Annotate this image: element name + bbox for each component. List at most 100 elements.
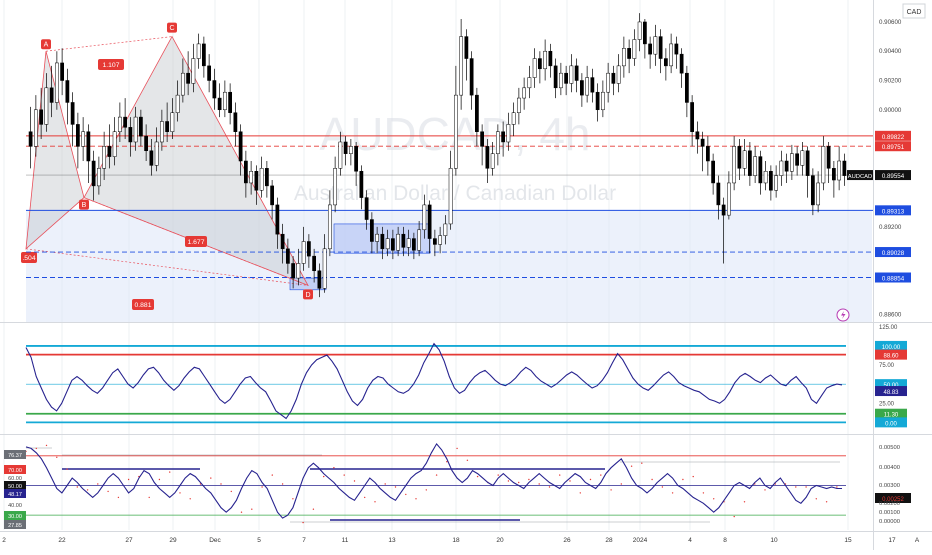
price-level-tag xyxy=(875,205,911,216)
candle-body xyxy=(469,58,474,96)
osc1-level-value: 88.60 xyxy=(883,354,899,360)
osc2-macd-value: 0.00252 xyxy=(882,497,904,503)
pattern-point-badge xyxy=(303,289,313,300)
price-tick-label: 0.90200 xyxy=(879,78,902,85)
price-level-tag xyxy=(875,272,911,283)
currency-label[interactable]: CAD xyxy=(907,9,922,16)
candle-body xyxy=(39,109,44,125)
candle-body xyxy=(663,58,668,67)
osc2-left-value: 70.00 xyxy=(8,468,22,474)
candle-body xyxy=(805,150,810,176)
candle-body xyxy=(658,36,663,59)
candle-body xyxy=(522,87,527,99)
candle-body xyxy=(375,233,380,242)
osc2-signal-dot xyxy=(158,478,161,481)
currency-label-box[interactable] xyxy=(902,3,926,19)
osc2-signal-dot xyxy=(210,477,212,479)
candle-body xyxy=(186,72,191,84)
osc2-tick-label: 0.00200 xyxy=(879,501,900,507)
candle-body xyxy=(306,241,311,257)
candle-body xyxy=(842,160,847,176)
osc2-signal-dot xyxy=(343,474,345,476)
osc1-tick-label: 25.00 xyxy=(879,401,895,407)
osc2-left-tag xyxy=(4,465,26,474)
osc2-left-value: 60.00 xyxy=(8,476,22,482)
candle-body xyxy=(65,80,70,103)
osc2-signal-dot xyxy=(671,492,674,494)
candle-body xyxy=(196,43,201,59)
candle-body xyxy=(558,72,563,89)
candle-body xyxy=(648,43,653,55)
osc2-signal-dot xyxy=(220,483,222,485)
candle-body xyxy=(443,223,448,236)
osc2-signal-dot xyxy=(179,492,181,494)
candle-body xyxy=(642,21,647,45)
candle-body xyxy=(700,138,705,147)
candle-body xyxy=(737,146,742,169)
candle-body xyxy=(690,102,695,132)
candle-body xyxy=(396,233,401,251)
osc2-signal-dot xyxy=(518,481,520,484)
candle-body xyxy=(553,65,558,89)
x-tick-label: 13 xyxy=(388,537,396,544)
candle-body xyxy=(768,170,773,191)
candle-body xyxy=(91,160,96,187)
osc2-series-line xyxy=(25,442,842,519)
osc1-level-tag xyxy=(875,417,907,428)
support-zone xyxy=(26,210,872,322)
candle-body xyxy=(364,197,369,220)
candle-body xyxy=(217,97,222,111)
candle-body xyxy=(590,77,595,93)
osc2-signal-dot xyxy=(435,474,438,476)
lightning-icon[interactable] xyxy=(836,308,850,322)
pattern-point-label: B xyxy=(82,202,87,209)
osc2-signal-dot xyxy=(456,447,458,450)
osc2-signal-dot xyxy=(97,483,99,485)
candle-body xyxy=(716,182,721,206)
osc2-signal-dot xyxy=(795,486,797,488)
candle-body xyxy=(459,36,464,96)
osc2-tick-label: 0.00500 xyxy=(879,445,900,451)
osc2-left-value: 48.17 xyxy=(8,492,22,498)
osc2-signal-dot xyxy=(507,480,510,482)
osc2-signal-dot xyxy=(610,489,612,491)
candle-body xyxy=(705,146,710,162)
x-tick-label: 10 xyxy=(770,537,778,544)
candle-body xyxy=(285,248,290,264)
osc2-signal-dot xyxy=(528,478,530,481)
ratio-badge xyxy=(185,236,207,247)
candle-body xyxy=(831,168,836,181)
candle-body xyxy=(128,127,133,143)
price-tick-label: 0.90000 xyxy=(879,107,902,114)
candle-body xyxy=(327,204,332,250)
candle-body xyxy=(301,241,306,264)
osc2-signal-dot xyxy=(394,486,397,488)
candle-body xyxy=(637,21,642,40)
candle-body xyxy=(758,156,763,184)
last-price-value: 0.89554 xyxy=(882,173,905,180)
candle-body xyxy=(138,116,143,137)
candle-body xyxy=(501,131,506,143)
candle-body xyxy=(585,77,590,96)
osc2-signal-dot xyxy=(169,471,171,473)
candle-body xyxy=(453,94,458,169)
osc2-signal-dot xyxy=(374,501,376,503)
candle-body xyxy=(81,131,86,147)
candle-body xyxy=(480,131,485,147)
osc2-signal-dot xyxy=(117,496,120,499)
osc2-signal-dot xyxy=(743,501,746,503)
candle-body xyxy=(212,80,217,99)
osc2-signal-dot xyxy=(312,508,315,510)
candle-body xyxy=(564,72,569,84)
price-level-tag xyxy=(875,247,911,258)
candle-body xyxy=(54,62,59,103)
x-tick-label: 7 xyxy=(302,537,306,544)
candle-body xyxy=(448,168,453,225)
osc1-tick-label: 75.00 xyxy=(879,363,895,369)
candle-body xyxy=(474,94,479,132)
x-tick-label: 2 xyxy=(2,537,6,544)
pattern-point-label: C xyxy=(169,25,174,32)
